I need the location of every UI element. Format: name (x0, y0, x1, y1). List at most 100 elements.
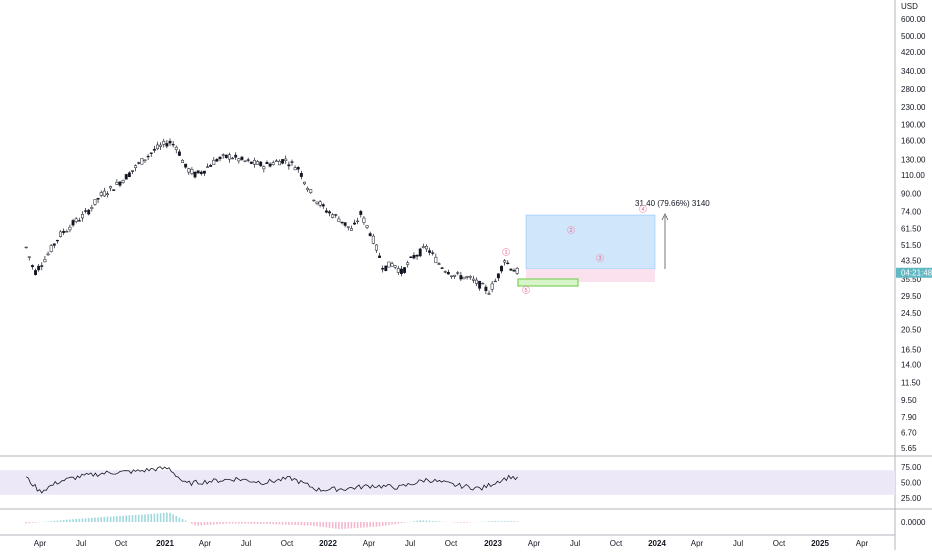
candle[interactable] (407, 263, 409, 265)
candle[interactable] (416, 255, 418, 256)
candle[interactable] (150, 153, 152, 154)
candle[interactable] (178, 152, 180, 156)
candle[interactable] (485, 287, 487, 291)
candle[interactable] (503, 261, 505, 262)
candle[interactable] (397, 268, 399, 272)
candle[interactable] (41, 266, 43, 267)
candle[interactable] (278, 161, 280, 165)
candle[interactable] (100, 193, 102, 196)
candle[interactable] (37, 266, 39, 270)
candle[interactable] (441, 268, 443, 269)
candle[interactable] (435, 257, 437, 263)
candle[interactable] (253, 160, 255, 164)
candle[interactable] (184, 164, 186, 167)
candle[interactable] (69, 227, 71, 230)
candle[interactable] (469, 276, 471, 277)
candle[interactable] (122, 180, 124, 182)
candle[interactable] (322, 205, 324, 207)
candle[interactable] (94, 199, 96, 204)
candle[interactable] (206, 167, 208, 168)
entry-zone-box[interactable] (518, 279, 578, 286)
candle[interactable] (310, 190, 312, 193)
candle[interactable] (341, 222, 343, 223)
candle[interactable] (213, 160, 215, 164)
candle[interactable] (475, 280, 477, 283)
candle[interactable] (81, 214, 83, 218)
candle[interactable] (306, 188, 308, 190)
candle[interactable] (375, 245, 377, 250)
candle[interactable] (410, 257, 412, 258)
candle[interactable] (113, 190, 115, 191)
candle[interactable] (472, 279, 474, 280)
candle[interactable] (234, 155, 236, 157)
candle[interactable] (347, 227, 349, 228)
candle[interactable] (197, 171, 199, 173)
candle[interactable] (328, 212, 330, 213)
candle[interactable] (75, 219, 77, 222)
candle[interactable] (344, 223, 346, 226)
candle[interactable] (159, 145, 161, 146)
candle[interactable] (394, 266, 396, 268)
candle[interactable] (497, 274, 499, 278)
candle[interactable] (500, 266, 502, 271)
candle[interactable] (288, 165, 290, 166)
candle[interactable] (428, 251, 430, 253)
candle[interactable] (109, 186, 111, 188)
candle[interactable] (300, 173, 302, 176)
candle[interactable] (482, 283, 484, 284)
candle[interactable] (256, 161, 258, 164)
candle[interactable] (291, 162, 293, 163)
candle[interactable] (166, 143, 168, 146)
candle[interactable] (153, 149, 155, 150)
candle[interactable] (338, 219, 340, 222)
candle[interactable] (316, 202, 318, 204)
candle[interactable] (225, 155, 227, 158)
candle[interactable] (360, 211, 362, 214)
candle[interactable] (175, 147, 177, 149)
candle[interactable] (494, 281, 496, 282)
candle[interactable] (294, 168, 296, 170)
candle[interactable] (119, 182, 121, 185)
candle[interactable] (444, 271, 446, 272)
candle[interactable] (44, 259, 46, 261)
candle[interactable] (366, 225, 368, 227)
candle[interactable] (200, 172, 202, 174)
candle[interactable] (381, 268, 383, 269)
candle[interactable] (241, 157, 243, 160)
candle[interactable] (59, 232, 61, 237)
candle[interactable] (66, 231, 68, 232)
candle[interactable] (363, 218, 365, 223)
candle[interactable] (463, 277, 465, 279)
candle[interactable] (231, 158, 233, 159)
candle[interactable] (209, 165, 211, 166)
candle[interactable] (56, 240, 58, 241)
candle[interactable] (169, 141, 171, 143)
candle[interactable] (269, 164, 271, 166)
candle[interactable] (275, 161, 277, 162)
candle[interactable] (388, 262, 390, 267)
candle[interactable] (172, 144, 174, 145)
candle[interactable] (222, 155, 224, 156)
candle[interactable] (372, 236, 374, 243)
candle[interactable] (260, 162, 262, 166)
candle[interactable] (391, 264, 393, 267)
candle[interactable] (403, 268, 405, 273)
candle[interactable] (62, 231, 64, 232)
candle[interactable] (25, 247, 27, 248)
candle[interactable] (194, 172, 196, 177)
candle[interactable] (156, 145, 158, 149)
target-zone-box[interactable] (526, 215, 655, 269)
candle[interactable] (141, 158, 143, 164)
candle[interactable] (478, 281, 480, 288)
candle[interactable] (31, 265, 33, 266)
candle[interactable] (460, 275, 462, 279)
candle[interactable] (378, 256, 380, 258)
candle[interactable] (125, 174, 127, 179)
candle[interactable] (419, 249, 421, 256)
candle[interactable] (244, 161, 246, 162)
candle[interactable] (281, 159, 283, 163)
candle[interactable] (491, 284, 493, 289)
candle[interactable] (313, 200, 315, 201)
candle[interactable] (28, 257, 30, 258)
candle[interactable] (238, 159, 240, 161)
